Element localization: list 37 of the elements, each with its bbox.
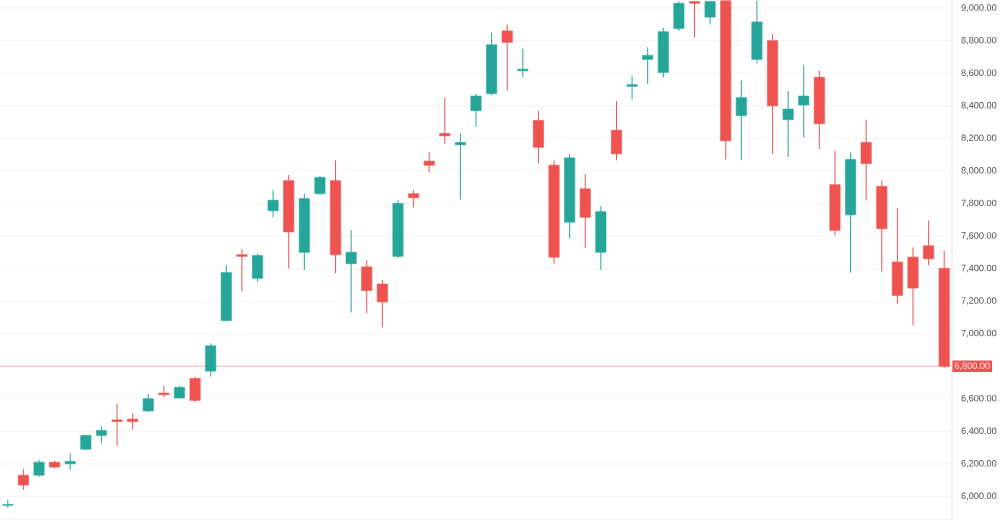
candlestick	[860, 119, 872, 201]
candlestick	[454, 132, 466, 200]
candlestick	[439, 97, 451, 145]
candlestick	[361, 259, 373, 314]
candlestick	[735, 80, 747, 161]
candlestick	[501, 23, 513, 91]
candlestick	[189, 376, 201, 403]
candlestick	[657, 27, 669, 78]
candlestick	[267, 189, 279, 218]
candlestick	[798, 64, 810, 139]
candlestick	[595, 205, 607, 271]
candlestick	[252, 253, 263, 283]
candlestick	[236, 248, 248, 292]
candlestick	[626, 75, 638, 100]
candlestick	[829, 150, 841, 236]
candlestick	[345, 229, 357, 313]
candlestick	[470, 93, 482, 128]
candlestick	[205, 342, 217, 378]
candlestick	[111, 403, 123, 447]
candlestick	[876, 180, 888, 273]
candlestick	[579, 173, 591, 249]
candlestick	[751, 0, 763, 64]
candlestick	[17, 468, 29, 491]
candlestick	[532, 110, 544, 165]
candlestick	[813, 70, 825, 150]
candlestick	[642, 46, 654, 85]
candlestick	[517, 48, 529, 78]
candlestick	[782, 90, 794, 158]
candlestick	[376, 279, 388, 328]
candlestick	[423, 151, 435, 174]
candlestick	[891, 207, 903, 305]
candlestick	[907, 246, 919, 327]
candlestick	[158, 385, 170, 398]
candlestick	[689, 0, 700, 38]
candlestick	[923, 220, 935, 266]
candlestick	[673, 1, 685, 32]
candlestick	[611, 100, 622, 161]
